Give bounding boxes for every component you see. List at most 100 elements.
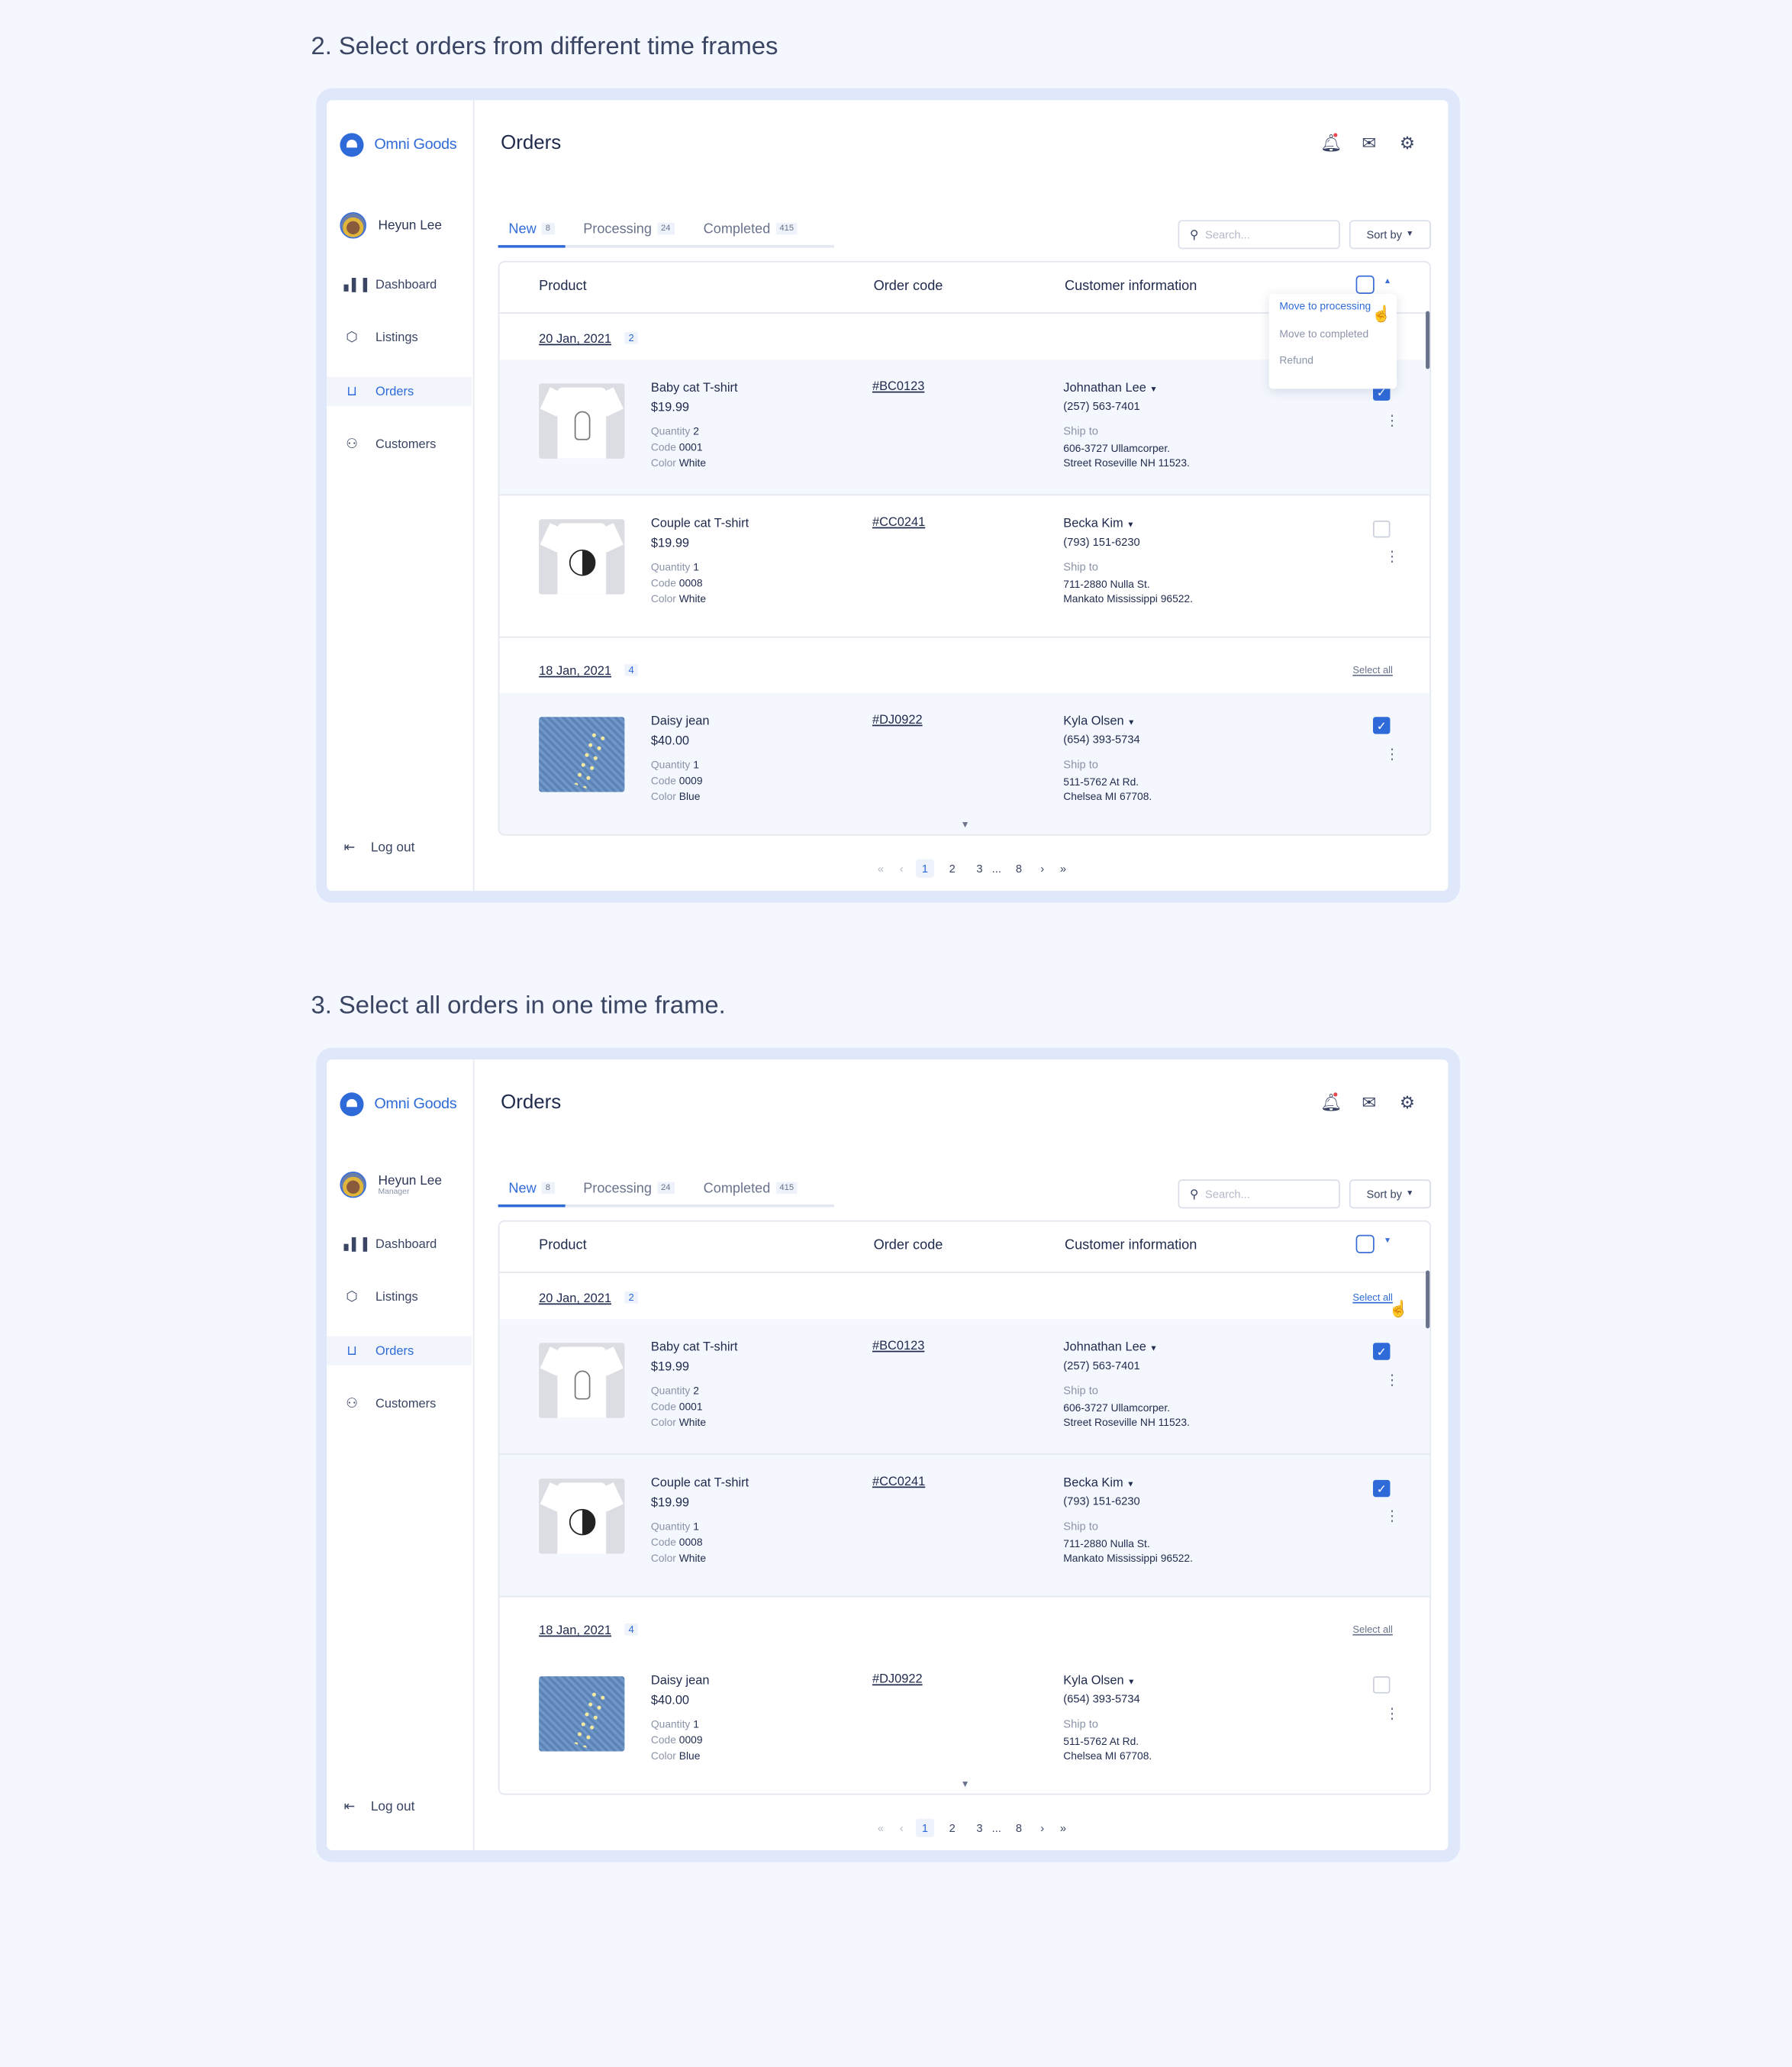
more-options-icon[interactable]: ⋮ <box>1384 1706 1400 1723</box>
sort-by-dropdown[interactable]: Sort by ▼ <box>1349 220 1431 250</box>
order-code-link[interactable]: #CC0241 <box>872 515 926 530</box>
order-code-link[interactable]: #CC0241 <box>872 1474 926 1489</box>
sidebar-item-customers[interactable]: ⚇ Customers <box>327 430 472 459</box>
select-all-checkbox[interactable] <box>1355 1234 1375 1253</box>
customer-name-dropdown[interactable]: Becka Kim ▼ <box>1063 1476 1134 1491</box>
sidebar-item-dashboard[interactable]: ▖▌▐ Dashboard <box>327 1230 472 1259</box>
menu-item[interactable]: Move to processing <box>1279 300 1371 313</box>
sidebar-item-label: Orders <box>375 1343 414 1359</box>
select-all-checkbox[interactable] <box>1355 275 1375 295</box>
order-code-link[interactable]: #DJ0922 <box>872 1672 923 1687</box>
more-options-icon[interactable]: ⋮ <box>1384 747 1400 763</box>
sort-by-dropdown[interactable]: Sort by ▼ <box>1349 1179 1431 1209</box>
tab-processing[interactable]: Processing 24 <box>572 1181 685 1204</box>
select-all-link[interactable]: Select all <box>1352 664 1393 676</box>
scrollbar[interactable] <box>1426 1270 1430 1329</box>
tab-new[interactable]: New 8 <box>498 221 565 248</box>
caret-down-icon[interactable]: ▼ <box>1383 1237 1392 1246</box>
order-row[interactable]: Baby cat T-shirt $19.99 Quantity 2 Code 000… <box>499 360 1430 496</box>
last-page-icon[interactable]: » <box>1059 862 1067 875</box>
user-profile[interactable]: Heyun Lee <box>340 211 442 239</box>
page-1[interactable]: 1 <box>915 859 935 878</box>
select-all-link[interactable]: Select all <box>1352 1291 1393 1304</box>
order-row[interactable]: Couple cat T-shirt $19.99 Quantity 1 Code 0… <box>499 1455 1430 1598</box>
logout-icon: ⇤ <box>343 840 356 856</box>
order-row[interactable]: Baby cat T-shirt $19.99 Quantity 2 Code 000… <box>499 1319 1430 1456</box>
caret-up-icon[interactable]: ▲ <box>1383 278 1392 286</box>
more-options-icon[interactable]: ⋮ <box>1384 414 1400 430</box>
menu-item[interactable]: Move to completed <box>1279 327 1369 340</box>
group-date[interactable]: 20 Jan, 2021 <box>539 1291 611 1306</box>
group-count: 2 <box>624 1291 638 1304</box>
product-color: Color White <box>651 1417 706 1429</box>
mail-icon[interactable]: ✉ <box>1362 1092 1377 1113</box>
customer-name-dropdown[interactable]: Becka Kim ▼ <box>1063 517 1134 531</box>
order-row[interactable]: Daisy jean $40.00 Quantity 1 Code 0009 Color… <box>499 693 1430 834</box>
page-1[interactable]: 1 <box>915 1818 935 1837</box>
group-date[interactable]: 18 Jan, 2021 <box>539 664 611 679</box>
order-checkbox[interactable]: ✓ <box>1373 1479 1391 1498</box>
product-name: Baby cat T-shirt <box>650 1340 738 1355</box>
order-checkbox[interactable] <box>1373 1676 1391 1694</box>
order-row[interactable]: Daisy jean $40.00 Quantity 1 Code 0009 Color… <box>499 1653 1429 1794</box>
page-2[interactable]: 2 <box>949 1821 956 1835</box>
user-profile[interactable]: Heyun Lee Manager <box>340 1171 442 1198</box>
prev-page-icon[interactable]: ‹ <box>899 1821 904 1835</box>
order-checkbox[interactable]: ✓ <box>1373 1343 1391 1360</box>
sidebar-item-dashboard[interactable]: ▖▌▐ Dashboard <box>327 270 472 299</box>
customer-name-dropdown[interactable]: Kyla Olsen ▼ <box>1063 1674 1135 1688</box>
page-2[interactable]: 2 <box>949 862 956 875</box>
order-row[interactable]: Couple cat T-shirt $19.99 Quantity 1 Code 0… <box>499 495 1430 638</box>
customer-name-dropdown[interactable]: Johnathan Lee ▼ <box>1063 1340 1157 1355</box>
customer-name-dropdown[interactable]: Johnathan Lee ▼ <box>1063 381 1157 395</box>
sidebar-item-orders[interactable]: ⊔ Orders <box>327 376 472 406</box>
tab-processing[interactable]: Processing 24 <box>572 221 685 245</box>
order-code-link[interactable]: #BC0123 <box>872 379 925 395</box>
tab-completed[interactable]: Completed 415 <box>693 221 808 245</box>
more-options-icon[interactable]: ⋮ <box>1384 1373 1400 1389</box>
product-quantity: Quantity 1 <box>651 1718 699 1730</box>
last-page-icon[interactable]: » <box>1059 1821 1067 1835</box>
order-code-link[interactable]: #DJ0922 <box>872 713 923 728</box>
chevron-down-icon[interactable]: ▼ <box>960 821 970 830</box>
menu-item[interactable]: Refund <box>1279 354 1313 366</box>
page-3[interactable]: 3 <box>976 1821 983 1835</box>
next-page-icon[interactable]: › <box>1040 862 1045 875</box>
order-checkbox[interactable] <box>1373 520 1391 538</box>
mail-icon[interactable]: ✉ <box>1362 133 1377 153</box>
bell-icon[interactable]: 🔔︎ <box>1320 1092 1342 1113</box>
select-all-link[interactable]: Select all <box>1352 1624 1393 1636</box>
tab-new[interactable]: New 8 <box>498 1181 565 1208</box>
more-options-icon[interactable]: ⋮ <box>1384 1508 1400 1525</box>
next-page-icon[interactable]: › <box>1040 1821 1045 1835</box>
search-input[interactable]: ⚲ Search... <box>1178 1179 1340 1209</box>
first-page-icon[interactable]: « <box>877 862 885 875</box>
prev-page-icon[interactable]: ‹ <box>899 862 904 875</box>
customer-name-dropdown[interactable]: Kyla Olsen ▼ <box>1063 714 1135 729</box>
scrollbar[interactable] <box>1426 311 1430 369</box>
gear-icon[interactable]: ⚙ <box>1399 1092 1415 1113</box>
sidebar-item-listings[interactable]: ⬡ Listings <box>327 1282 472 1311</box>
sidebar-item-customers[interactable]: ⚇ Customers <box>327 1389 472 1418</box>
bell-icon[interactable]: 🔔︎ <box>1320 133 1342 153</box>
first-page-icon[interactable]: « <box>877 1821 885 1835</box>
sidebar-item-orders[interactable]: ⊔ Orders <box>327 1336 472 1366</box>
order-checkbox[interactable]: ✓ <box>1373 717 1391 734</box>
logout-button[interactable]: ⇤ Log out <box>344 1800 415 1814</box>
order-code-link[interactable]: #BC0123 <box>872 1339 925 1354</box>
brand-logo[interactable]: Omni Goods <box>340 1092 457 1117</box>
search-input[interactable]: ⚲ Search... <box>1178 220 1340 250</box>
sidebar-item-listings[interactable]: ⬡ Listings <box>327 323 472 352</box>
chevron-down-icon[interactable]: ▼ <box>960 1780 970 1790</box>
brand-logo[interactable]: Omni Goods <box>340 133 457 157</box>
tab-completed[interactable]: Completed 415 <box>693 1181 808 1204</box>
group-date[interactable]: 18 Jan, 2021 <box>539 1624 611 1639</box>
group-date[interactable]: 20 Jan, 2021 <box>539 332 611 347</box>
logout-button[interactable]: ⇤ Log out <box>344 841 415 856</box>
page-3[interactable]: 3 <box>976 862 983 875</box>
bar-chart-icon: ▖▌▐ <box>343 277 368 291</box>
page-8[interactable]: 8 <box>1015 1821 1023 1835</box>
more-options-icon[interactable]: ⋮ <box>1384 549 1400 566</box>
gear-icon[interactable]: ⚙ <box>1399 133 1415 153</box>
page-8[interactable]: 8 <box>1015 862 1023 875</box>
